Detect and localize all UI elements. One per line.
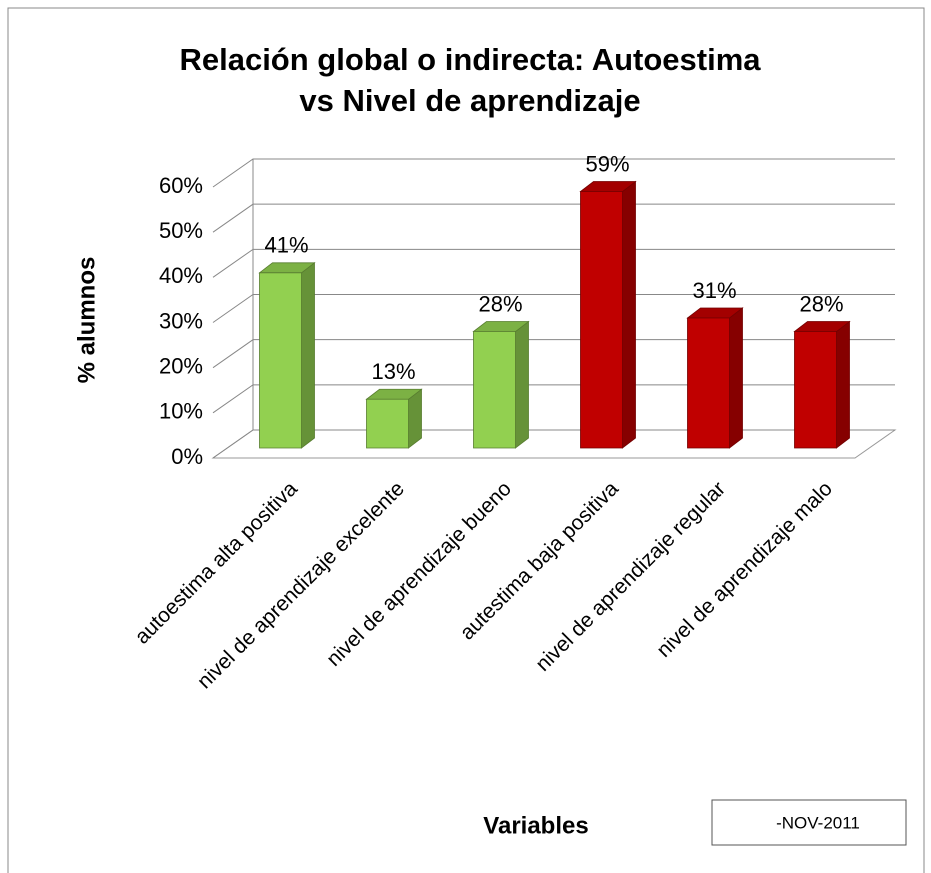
y-tick-label: 0% bbox=[171, 444, 203, 469]
y-tick-label: 60% bbox=[159, 173, 203, 198]
annotation-box bbox=[711, 799, 907, 846]
bar bbox=[579, 180, 637, 449]
y-tick-label: 30% bbox=[159, 308, 203, 333]
bar bbox=[258, 262, 316, 449]
data-label: 28% bbox=[478, 291, 522, 316]
x-axis-label: Variables bbox=[483, 812, 588, 839]
bar-side bbox=[301, 262, 315, 449]
y-tick-label: 20% bbox=[159, 353, 203, 378]
y-tick-label: 50% bbox=[159, 218, 203, 243]
data-label: 59% bbox=[585, 151, 629, 176]
bar-front bbox=[794, 331, 837, 449]
bar-front bbox=[687, 317, 730, 449]
bar-front bbox=[473, 331, 516, 449]
y-tick-label: 40% bbox=[159, 263, 203, 288]
bar-side bbox=[729, 307, 743, 449]
chart-title: Relación global o indirecta: Autoestima v… bbox=[179, 42, 761, 118]
bar bbox=[472, 320, 530, 449]
bar-front bbox=[259, 272, 302, 449]
bar-side bbox=[515, 320, 529, 449]
y-tick-label: 10% bbox=[159, 399, 203, 424]
bar bbox=[686, 307, 744, 449]
data-label: 13% bbox=[371, 359, 415, 384]
data-label: 41% bbox=[264, 233, 308, 258]
bar-side bbox=[622, 180, 636, 449]
bar-front bbox=[366, 398, 409, 449]
data-label: 28% bbox=[799, 291, 843, 316]
bar bbox=[365, 388, 423, 449]
floor bbox=[211, 429, 897, 459]
bar-front bbox=[580, 191, 623, 449]
bar bbox=[793, 320, 851, 449]
bar-side bbox=[836, 320, 850, 449]
data-label: 31% bbox=[692, 278, 736, 303]
annotation: -NOV-2011 bbox=[776, 813, 860, 832]
y-axis-label: % alumnos bbox=[73, 257, 100, 384]
